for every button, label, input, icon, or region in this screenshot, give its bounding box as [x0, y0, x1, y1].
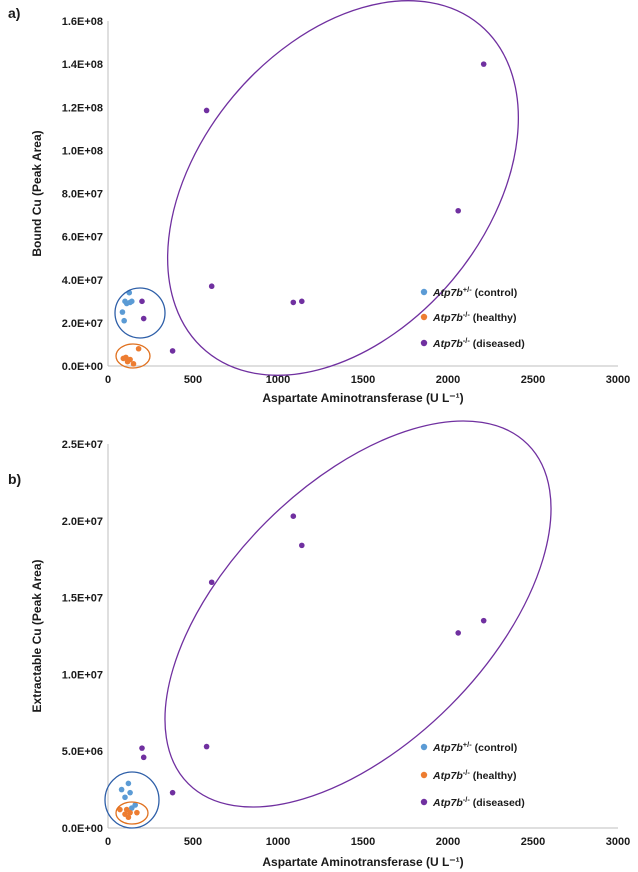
- data-point-series-1: [125, 780, 132, 787]
- x-axis-title: Aspartate Aminotransferase (U L⁻¹): [262, 855, 463, 869]
- y-tick-label: 4.0E+07: [62, 275, 103, 287]
- data-point-series-3: [299, 542, 305, 549]
- x-tick-label: 2000: [436, 374, 460, 386]
- legend: Atp7b+/- (control) Atp7b-/- (healthy) Atp7…: [420, 740, 525, 810]
- x-tick-label: 1500: [351, 374, 375, 386]
- group-ellipse-3: [164, 420, 552, 808]
- data-point-series-2: [123, 354, 129, 361]
- y-tick-label: 0.0E+00: [62, 361, 103, 373]
- data-point-series-3: [208, 579, 215, 586]
- data-point-series-1: [121, 317, 127, 324]
- group-ellipse-1: [114, 287, 166, 339]
- x-axis-title: Aspartate Aminotransferase (U L⁻¹): [262, 391, 463, 405]
- y-tick-label: 0.0E+00: [62, 823, 103, 835]
- y-tick-label: 5.0E+06: [62, 746, 103, 758]
- legend-marker: [420, 771, 428, 779]
- x-tick-label: 1500: [351, 836, 375, 848]
- data-point-series-3: [139, 298, 145, 305]
- legend-label: Atp7b+/- (control): [432, 740, 517, 755]
- x-tick-label: 2500: [521, 836, 545, 848]
- data-point-series-1: [118, 786, 125, 793]
- group-ellipse-2: [115, 801, 149, 825]
- data-point-series-3: [480, 617, 487, 624]
- legend-label: Atp7b-/- (healthy): [432, 768, 517, 783]
- legend-marker: [420, 339, 428, 347]
- x-tick-label: 0: [105, 836, 111, 848]
- x-tick-label: 3000: [606, 374, 630, 386]
- data-point-series-2: [134, 809, 140, 816]
- y-tick-label: 1.6E+08: [62, 16, 103, 28]
- legend-marker: [420, 798, 428, 806]
- data-point-series-3: [140, 315, 147, 322]
- chart-panel-a: a) 0 500 1000 1500 2000 2500 3000 0.0E+00 2.0E+07…: [8, 0, 630, 405]
- panel-letter: a): [8, 5, 20, 21]
- data-point-series-2: [135, 345, 142, 352]
- legend-label: Atp7b+/- (control): [432, 285, 517, 300]
- legend-label: Atp7b-/- (diseased): [432, 336, 525, 351]
- data-point-series-3: [290, 299, 297, 306]
- data-point-series-1: [129, 298, 135, 305]
- data-point-series-3: [299, 298, 305, 305]
- y-tick-label: 1.0E+07: [62, 669, 103, 681]
- x-tick-label: 2500: [521, 374, 545, 386]
- legend: Atp7b+/- (control) Atp7b-/- (healthy) Atp7…: [420, 285, 525, 351]
- data-point-series-1: [132, 802, 138, 808]
- data-point-series-3: [169, 348, 176, 354]
- y-tick-label: 2.0E+07: [62, 516, 103, 528]
- y-tick-label: 1.0E+08: [62, 145, 103, 157]
- x-tick-label: 0: [105, 374, 111, 386]
- legend-label: Atp7b-/- (healthy): [432, 310, 517, 325]
- data-point-series-3: [139, 745, 145, 751]
- data-point-series-2: [125, 814, 132, 821]
- panel-letter: b): [8, 471, 21, 487]
- legend-marker: [420, 743, 428, 751]
- data-point-series-2: [127, 356, 133, 363]
- data-point-series-3: [455, 207, 462, 214]
- x-tick-label: 2000: [436, 836, 460, 848]
- data-point-series-3: [455, 630, 462, 636]
- legend-marker: [420, 313, 428, 321]
- group-ellipse-2: [115, 343, 151, 369]
- y-axis-title: Bound Cu (Peak Area): [30, 130, 44, 256]
- data-point-series-3: [203, 107, 210, 114]
- data-point-series-2: [127, 809, 133, 816]
- data-point-series-3: [169, 789, 176, 796]
- x-tick-label: 3000: [606, 836, 630, 848]
- x-tick-label: 500: [184, 836, 202, 848]
- data-point-series-1: [122, 794, 128, 801]
- data-point-series-3: [290, 513, 297, 519]
- group-ellipse-3: [167, 0, 519, 376]
- x-tick-label: 1000: [266, 836, 290, 848]
- legend-marker: [420, 288, 428, 296]
- y-tick-label: 1.5E+07: [62, 593, 103, 605]
- y-tick-label: 2.0E+07: [62, 318, 103, 330]
- data-point-series-3: [203, 743, 210, 750]
- data-point-series-3: [140, 754, 147, 761]
- y-tick-label: 2.5E+07: [62, 439, 103, 451]
- y-tick-label: 8.0E+07: [62, 189, 103, 201]
- y-tick-label: 6.0E+07: [62, 232, 103, 244]
- y-tick-label: 1.4E+08: [62, 59, 103, 71]
- data-point-series-3: [208, 283, 215, 290]
- x-tick-label: 500: [184, 374, 202, 386]
- legend-label: Atp7b-/- (diseased): [432, 795, 525, 810]
- group-ellipse-1: [104, 771, 160, 829]
- data-point-series-2: [130, 361, 137, 367]
- y-axis-title: Extractable Cu (Peak Area): [30, 560, 44, 713]
- chart-panel-b: b) 0 500 1000 1500 2000 2500 3000 0.0E+00 5.0E+06…: [8, 420, 630, 869]
- data-point-series-1: [127, 789, 133, 796]
- x-tick-label: 1000: [266, 374, 290, 386]
- data-point-series-1: [119, 309, 126, 315]
- data-point-series-3: [480, 61, 487, 67]
- y-tick-label: 1.2E+08: [62, 102, 103, 114]
- data-point-series-2: [117, 806, 123, 813]
